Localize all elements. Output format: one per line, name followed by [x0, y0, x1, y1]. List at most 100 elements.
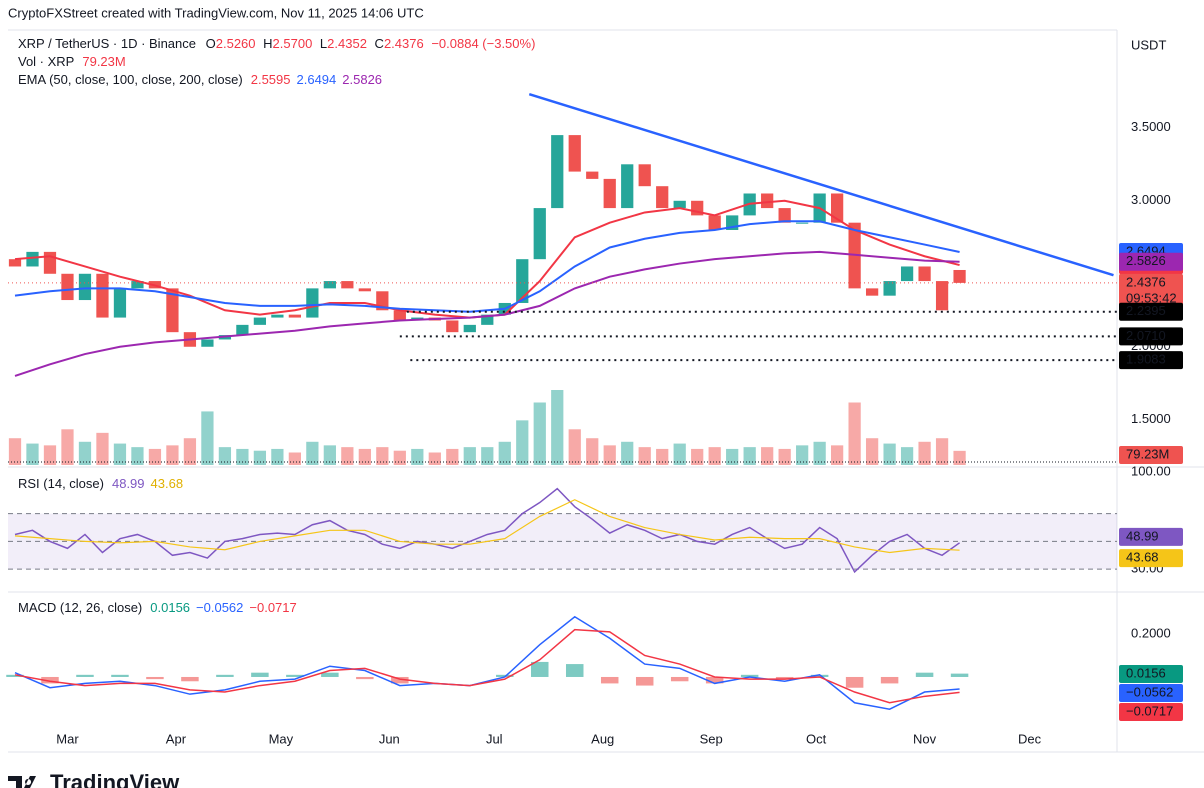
volume-bar: [778, 448, 791, 465]
volume-bar: [96, 432, 109, 465]
macd-line: [14, 628, 960, 704]
candle: [253, 317, 267, 325]
logo-mark: [8, 776, 36, 788]
volume-bar: [883, 443, 896, 465]
candle: [533, 208, 546, 260]
candle: [883, 281, 896, 296]
ohlc-value: 2.5260: [216, 36, 256, 51]
x-tick-label: Apr: [166, 731, 187, 746]
macd-histogram-label-box: [1119, 665, 1183, 683]
rsi-label-box: [1119, 549, 1183, 568]
volume-bar: [848, 402, 861, 465]
volume-bar: [516, 420, 529, 465]
ema-value: 2.5826: [342, 72, 382, 87]
ema-value: 2.5595: [251, 72, 291, 87]
candle: [358, 288, 371, 292]
volume-bar: [568, 429, 581, 465]
candle: [918, 266, 931, 282]
volume-bar: [323, 445, 336, 465]
volume-bar: [813, 441, 826, 465]
change: −0.0884 (−3.50%): [431, 36, 535, 51]
macd-label: MACD (12, 26, close): [18, 600, 142, 615]
x-tick-label: Aug: [591, 731, 614, 746]
volume-bar: [306, 441, 319, 465]
y-tick-label: 1.5000: [1131, 411, 1171, 426]
volume-bar: [218, 447, 232, 465]
level-label: 2.2395: [1126, 303, 1166, 318]
candle: [621, 164, 634, 209]
rsi-line: [14, 499, 960, 554]
level-label: 1.9083: [1126, 352, 1166, 367]
volume-label-box: [1119, 446, 1183, 464]
volume-bar: [743, 447, 756, 465]
candle: [306, 288, 319, 318]
volume-bar: [551, 390, 564, 465]
ohlc-value: 2.4352: [327, 36, 367, 51]
x-tick-label: Jul: [486, 731, 503, 746]
candle: [831, 193, 844, 223]
rsi-label: 48.99: [1126, 528, 1159, 543]
volume-bar: [131, 447, 144, 465]
macd-value: −0.0717: [249, 600, 296, 615]
logo-text: TradingView: [50, 770, 180, 788]
candle: [26, 251, 39, 267]
x-tick-label: Sep: [700, 731, 723, 746]
level-label: 2.0710: [1126, 328, 1166, 343]
candle: [673, 200, 686, 209]
volume-label: 79.23M: [1126, 446, 1169, 461]
macd-histogram-bar: [181, 676, 199, 682]
ema-price-label-box: [1119, 252, 1183, 271]
level-label-box: [1119, 327, 1183, 346]
ema-label: EMA (50, close, 100, close, 200, close): [18, 72, 243, 87]
volume-bar: [411, 448, 424, 465]
ohlc-key: O: [206, 36, 216, 51]
candle: [586, 171, 599, 179]
candle: [166, 288, 179, 333]
volume-bar: [656, 448, 669, 465]
volume-bar: [498, 441, 511, 465]
volume-bar: [43, 445, 57, 465]
candle: [323, 281, 336, 289]
symbol: XRP / TetherUS · 1D · Binance: [18, 36, 196, 51]
macd-histogram-bar: [880, 676, 899, 684]
legend-line: MACD (12, 26, close) 0.0156 −0.0562 −0.0717: [18, 600, 297, 615]
rsi-value: 43.68: [151, 476, 184, 491]
candle: [656, 186, 669, 209]
candle: [43, 251, 57, 274]
macd-label: −0.0717: [1126, 703, 1173, 718]
ema-value: 2.6494: [297, 72, 337, 87]
candle: [761, 193, 774, 209]
volume-bar: [691, 448, 704, 465]
candle: [78, 273, 92, 301]
macd-histogram-bar: [391, 676, 409, 684]
volume-bar: [26, 443, 39, 465]
candle: [341, 281, 354, 289]
volume-bar: [586, 438, 599, 465]
macd-histogram-bar: [251, 672, 269, 677]
candle: [463, 324, 476, 333]
macd-histogram-bar: [635, 676, 654, 686]
level-label-box: [1119, 351, 1183, 370]
x-tick-label: Mar: [56, 731, 79, 746]
ema-price-label: 2.5826: [1126, 253, 1166, 268]
volume-bar: [708, 447, 721, 465]
rsi-label-box: [1119, 527, 1183, 546]
candle: [796, 222, 809, 224]
volume-bar: [900, 447, 914, 465]
macd-histogram-bar: [600, 676, 619, 684]
macd-histogram-bar: [950, 673, 969, 677]
candle: [638, 164, 651, 187]
candle: [236, 324, 249, 336]
last-price-label: 2.4376: [1126, 274, 1166, 289]
candle: [935, 281, 949, 311]
volume-bar: [481, 447, 494, 465]
volume-bar: [393, 450, 406, 465]
candle: [516, 259, 529, 303]
volume-bar: [865, 438, 879, 465]
legend-line: EMA (50, close, 100, close, 200, close) 2…: [18, 72, 382, 87]
volume-bar: [603, 445, 616, 465]
y-tick-label: 3.0000: [1131, 192, 1171, 207]
logo: TradingView: [8, 770, 180, 788]
macd-histogram-bar: [845, 676, 864, 688]
